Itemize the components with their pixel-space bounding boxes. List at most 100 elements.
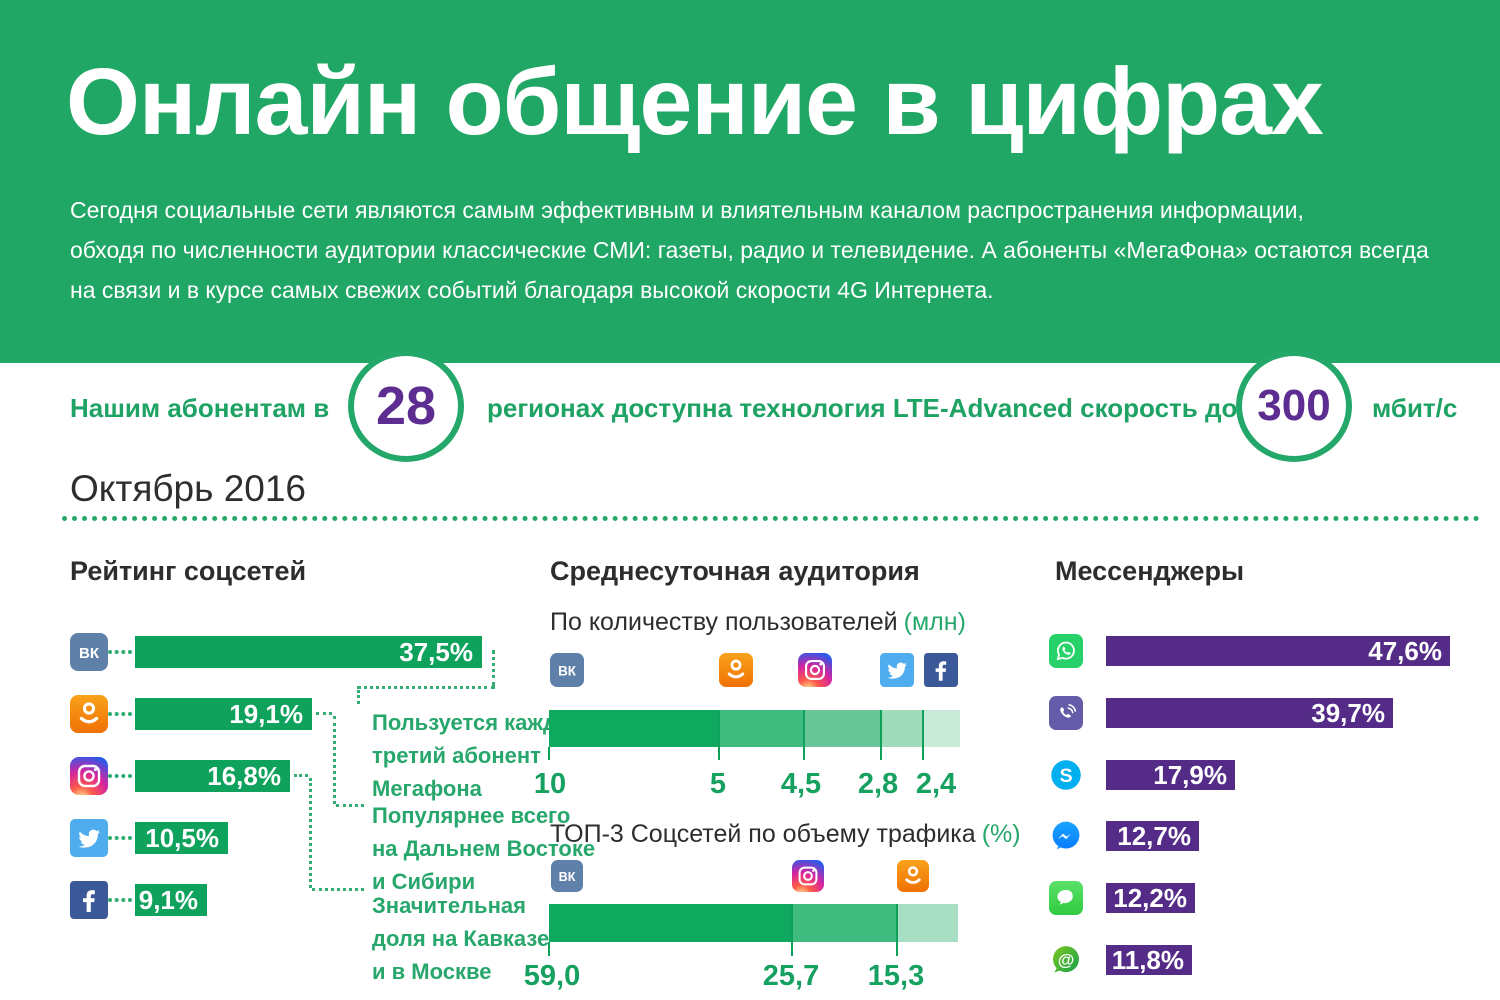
messenger-bar-viber: 39,7% — [1106, 698, 1393, 728]
vk-icon: ВК — [551, 860, 583, 897]
connector-line — [312, 888, 364, 891]
rating-bar-instagram: 16,8% — [135, 760, 290, 792]
period-label: Октябрь 2016 — [70, 468, 307, 509]
segment-instagram — [803, 710, 880, 747]
axis-tick — [803, 710, 805, 760]
axis-tick — [896, 904, 898, 956]
intro-line-3: на связи и в курсе самых свежих событий … — [70, 277, 994, 303]
regions-count-value: 28 — [375, 376, 437, 436]
users-chart-unit: (млн) — [903, 608, 966, 636]
odnoklassniki-icon — [719, 653, 753, 692]
annotation-line: Значительная — [372, 893, 526, 918]
leader-dots — [108, 898, 132, 902]
axis-tick — [880, 710, 882, 760]
rating-heading: Рейтинг соцсетей — [70, 556, 307, 586]
users-stacked-bar — [549, 710, 960, 747]
messenger-bar-imessage: 12,2% — [1106, 883, 1195, 913]
svg-text:ВК: ВК — [559, 870, 576, 884]
facebook-messenger-icon — [1049, 819, 1083, 858]
messenger-value-viber: 39,7% — [1311, 698, 1385, 728]
annotation-line: и Сибири — [372, 869, 476, 894]
rating-value-twitter: 10,5% — [145, 823, 219, 853]
messenger-value-whatsapp: 47,6% — [1368, 636, 1442, 666]
rating-bar-vk: 37,5% — [135, 636, 482, 668]
messenger-bar-agent: 11,8% — [1106, 945, 1192, 975]
rating-value-ok: 19,1% — [229, 699, 303, 729]
header-banner: Онлайн общение в цифрах Сегодня социальн… — [0, 0, 1500, 363]
segment-vk — [549, 904, 791, 942]
rating-value-facebook: 9,1% — [138, 885, 198, 915]
users-chart-title: По количеству пользователей (млн) — [550, 608, 966, 637]
traffic-value-instagram: 25,7 — [762, 960, 820, 992]
connector-line — [336, 804, 364, 807]
vk-icon: ВК — [70, 633, 108, 671]
users-value-twitter: 2,8 — [857, 768, 899, 800]
axis-tick — [922, 710, 924, 760]
svg-text:S: S — [1059, 765, 1072, 787]
traffic-chart-title: ТОП-3 Соцсетей по объему трафика (%) — [550, 820, 1021, 849]
annotation-line: Популярнее всего — [372, 803, 571, 828]
annotation-line: на Дальнем Востоке — [372, 836, 596, 861]
annotation-line: Мегафона — [372, 776, 482, 801]
intro-line-2: обходя по численности аудитории классиче… — [70, 237, 1429, 263]
annotation-line: и в Москве — [372, 959, 492, 984]
instagram-icon — [798, 653, 832, 692]
rating-bar-twitter: 10,5% — [135, 822, 228, 854]
page-title: Онлайн общение в цифрах — [66, 49, 1324, 155]
segment-ok — [896, 904, 958, 942]
skype-icon: S — [1049, 758, 1083, 797]
users-value-facebook: 2,4 — [915, 768, 957, 800]
imessage-icon — [1049, 881, 1083, 920]
messenger-bar-fbmessenger: 12,7% — [1106, 821, 1199, 851]
lte-stat-prefix: Нашим абонентам в — [70, 393, 330, 423]
connector-line — [357, 686, 495, 689]
rating-value-instagram: 16,8% — [207, 761, 281, 791]
messenger-value-skype: 17,9% — [1153, 760, 1227, 790]
annotation-line: третий абонент — [372, 743, 541, 768]
vk-icon: ВК — [550, 653, 584, 692]
instagram-icon — [70, 757, 108, 795]
axis-tick — [548, 747, 550, 760]
connector-line — [492, 650, 495, 686]
speed-value: 300 — [1257, 381, 1331, 430]
segment-ok — [718, 710, 803, 747]
leader-dots — [108, 774, 132, 778]
svg-text:@: @ — [1058, 950, 1075, 969]
viber-icon — [1049, 696, 1083, 735]
messenger-bar-whatsapp: 47,6% — [1106, 636, 1450, 666]
speed-unit: мбит/с — [1372, 393, 1458, 423]
twitter-icon — [70, 819, 108, 857]
svg-text:ВК: ВК — [558, 663, 577, 678]
regions-count-badge: 28 — [348, 350, 464, 462]
rating-bar-ok: 19,1% — [135, 698, 312, 730]
speed-badge: 300 — [1236, 350, 1352, 462]
users-value-vk: 10 — [533, 768, 567, 800]
annotation-instagram: Значительная доля на Кавказе и в Москве — [372, 889, 549, 988]
connector-line — [333, 716, 336, 804]
users-value-ok: 5 — [709, 768, 727, 800]
axis-tick — [791, 904, 793, 956]
dotted-separator — [62, 516, 1480, 521]
lte-stat-middle: регионах доступна технология LTE-Advance… — [487, 393, 1238, 423]
axis-tick — [718, 710, 720, 760]
connector-line — [294, 774, 308, 777]
leader-dots — [108, 836, 132, 840]
segment-vk — [549, 710, 718, 747]
messenger-value-fbmessenger: 12,7% — [1117, 821, 1191, 851]
whatsapp-icon — [1049, 634, 1083, 673]
segment-twitter — [880, 710, 922, 747]
facebook-icon — [924, 653, 958, 692]
axis-tick — [548, 942, 550, 956]
leader-dots — [108, 650, 132, 654]
annotation-ok: Популярнее всего на Дальнем Востоке и Си… — [372, 799, 595, 898]
mailru-agent-icon: @ — [1049, 943, 1083, 982]
messenger-value-agent: 11,8% — [1111, 945, 1184, 975]
segment-instagram — [791, 904, 896, 942]
traffic-chart-unit: (%) — [981, 820, 1021, 848]
twitter-icon — [880, 653, 914, 692]
connector-line — [309, 778, 312, 888]
traffic-stacked-bar — [549, 904, 958, 942]
connector-line — [316, 712, 332, 715]
messenger-value-imessage: 12,2% — [1113, 883, 1187, 913]
